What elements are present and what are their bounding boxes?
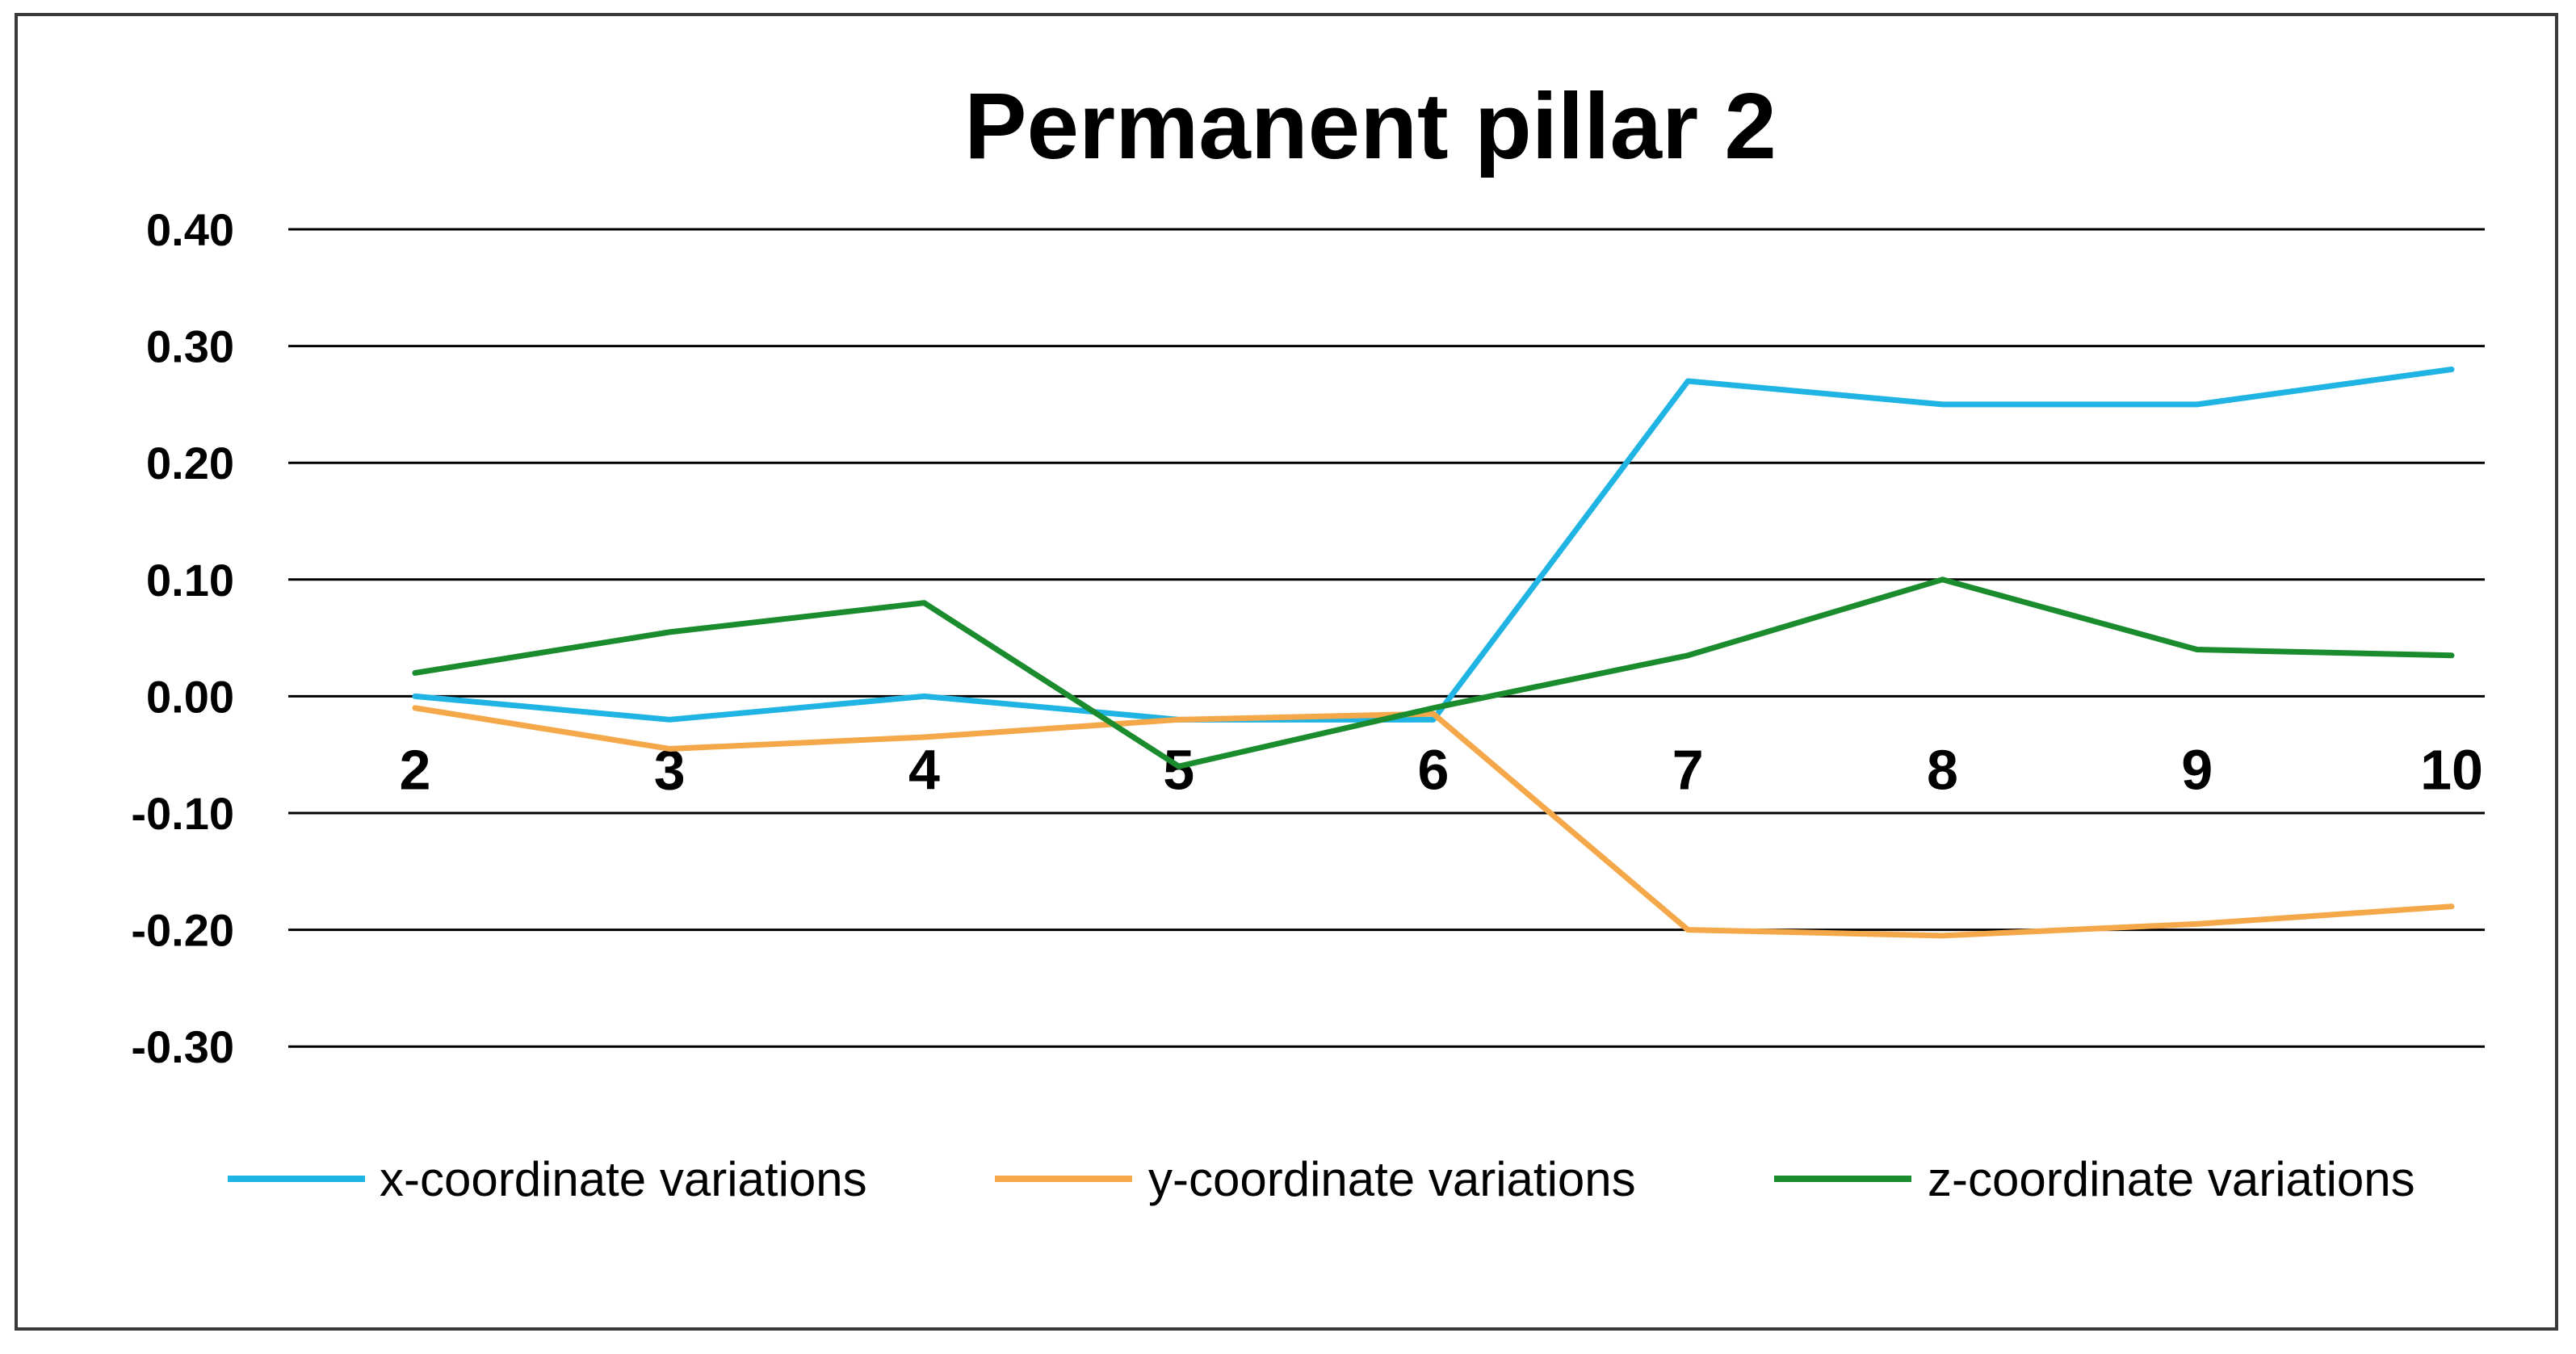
x-tick-label: 6 [1418, 738, 1450, 801]
y-tick-label: 0.00 [146, 671, 234, 722]
x-tick-label: 8 [1927, 738, 1958, 801]
y-tick-label: -0.20 [131, 905, 234, 956]
legend-label: x-coordinate variations [380, 1152, 867, 1206]
legend-label: y-coordinate variations [1148, 1152, 1636, 1206]
x-tick-label: 9 [2181, 738, 2213, 801]
series-line-2 [412, 705, 2455, 939]
x-tick-label: 5 [1163, 738, 1194, 801]
series-line-3 [412, 576, 2455, 769]
y-tick-label: -0.30 [131, 1021, 234, 1072]
y-tick-label: 0.30 [146, 321, 234, 372]
chart-frame: Permanent pillar 2 0.40 0.30 0.20 0.10 0.00 -… [15, 13, 2558, 1331]
y-tick-label: 0.20 [146, 438, 234, 488]
legend: x-coordinate variations y-coordinate vari… [228, 1152, 2415, 1206]
x-tick-label: 10 [2420, 738, 2483, 801]
chart-title: Permanent pillar 2 [964, 73, 1777, 178]
y-tick-label: 0.40 [146, 204, 234, 255]
x-tick-label: 2 [400, 738, 431, 801]
series-lines [412, 367, 2455, 939]
y-axis-tick-labels: 0.40 0.30 0.20 0.10 0.00 -0.10 -0.20 -0.30 [131, 204, 234, 1072]
series-line-1 [412, 367, 2455, 723]
line-chart: Permanent pillar 2 0.40 0.30 0.20 0.10 0.00 -… [131, 73, 2485, 1206]
x-tick-label: 4 [908, 738, 940, 801]
legend-label: z-coordinate variations [1928, 1152, 2415, 1206]
y-tick-label: -0.10 [131, 788, 234, 839]
x-tick-label: 7 [1672, 738, 1704, 801]
y-tick-label: 0.10 [146, 555, 234, 606]
grid-lines [288, 228, 2485, 1048]
